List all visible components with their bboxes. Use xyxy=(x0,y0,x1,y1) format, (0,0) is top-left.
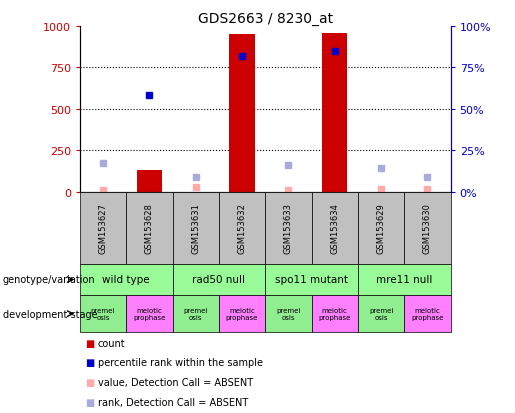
Text: development stage: development stage xyxy=(3,309,97,319)
Bar xyxy=(229,35,255,192)
Text: spo11 mutant: spo11 mutant xyxy=(275,275,348,285)
Title: GDS2663 / 8230_at: GDS2663 / 8230_at xyxy=(198,12,333,26)
Bar xyxy=(322,33,348,192)
Text: percentile rank within the sample: percentile rank within the sample xyxy=(98,358,263,368)
Text: count: count xyxy=(98,338,126,348)
Text: ■: ■ xyxy=(85,358,94,368)
Text: meiotic
prophase: meiotic prophase xyxy=(411,307,443,320)
Text: ■: ■ xyxy=(85,377,94,387)
Text: GSM153634: GSM153634 xyxy=(330,203,339,254)
Text: GSM153630: GSM153630 xyxy=(423,203,432,254)
Text: meiotic
prophase: meiotic prophase xyxy=(319,307,351,320)
Text: GSM153633: GSM153633 xyxy=(284,203,293,254)
Text: wild type: wild type xyxy=(102,275,150,285)
Text: value, Detection Call = ABSENT: value, Detection Call = ABSENT xyxy=(98,377,253,387)
Text: meiotic
prophase: meiotic prophase xyxy=(226,307,258,320)
Text: rad50 null: rad50 null xyxy=(193,275,245,285)
Text: ■: ■ xyxy=(85,397,94,407)
Text: premei
osis: premei osis xyxy=(369,307,393,320)
Text: GSM153628: GSM153628 xyxy=(145,203,154,254)
Text: mre11 null: mre11 null xyxy=(376,275,433,285)
Text: meiotic
prophase: meiotic prophase xyxy=(133,307,165,320)
Bar xyxy=(136,171,162,192)
Text: GSM153629: GSM153629 xyxy=(376,203,386,254)
Text: genotype/variation: genotype/variation xyxy=(3,275,95,285)
Text: GSM153632: GSM153632 xyxy=(237,203,247,254)
Text: premei
osis: premei osis xyxy=(91,307,115,320)
Text: premei
osis: premei osis xyxy=(183,307,208,320)
Text: GSM153631: GSM153631 xyxy=(191,203,200,254)
Text: premei
osis: premei osis xyxy=(276,307,301,320)
Text: ■: ■ xyxy=(85,338,94,348)
Text: GSM153627: GSM153627 xyxy=(98,203,108,254)
Text: rank, Detection Call = ABSENT: rank, Detection Call = ABSENT xyxy=(98,397,248,407)
